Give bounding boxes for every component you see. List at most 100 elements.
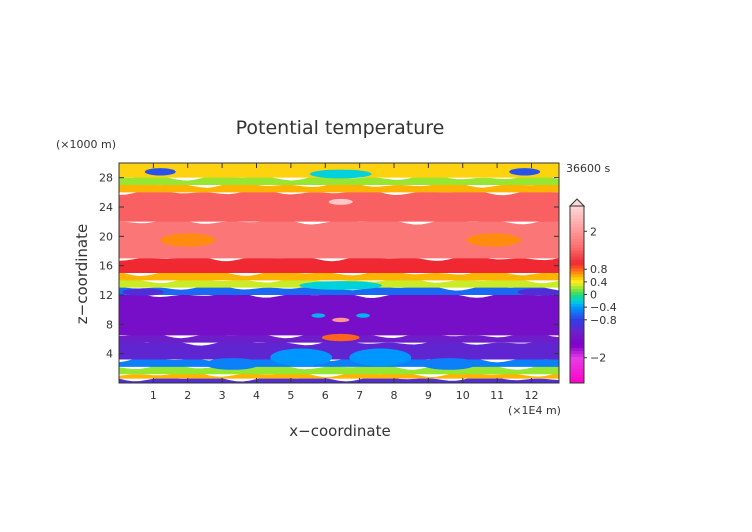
colorbar-segment [570,324,584,328]
colorbar-segment [570,282,584,287]
contour-feature [349,348,412,367]
colorbar-segment [570,365,584,369]
x-tick-label: 10 [456,389,470,402]
y-tick-label: 16 [99,260,113,273]
colorbar-segment [570,262,584,266]
colorbar-segment [570,371,584,375]
chart-title: Potential temperature [236,117,445,139]
y-tick-label: 24 [99,201,113,214]
colorbar-segment [570,350,584,354]
x-tick-label: 12 [525,389,539,402]
colorbar-label: 0.8 [590,263,608,276]
y-tick-label: 12 [99,289,113,302]
colorbar-segment [570,356,584,360]
contour-layer [119,218,559,259]
x-tick-label: 8 [391,389,398,402]
colorbar-segment [570,380,584,384]
colorbar-segment [570,244,584,248]
colorbar-segment [570,206,584,210]
colorbar-segment [570,273,584,278]
colorbar-label: −0.8 [590,314,617,327]
colorbar-label: 2 [590,225,597,238]
colorbar-segment [570,265,584,269]
contour-feature [356,313,370,318]
colorbar-segment [570,238,584,242]
colorbar-segment [570,329,584,334]
colorbar: 2 0.80.40−0.4−0.8 −2 [568,198,617,384]
colorbar-segment [570,297,584,301]
colorbar-label: 0.4 [590,276,608,289]
colorbar-segment [570,362,584,366]
time-label: 36600 s [566,162,610,175]
colorbar-segment [570,318,584,322]
x-unit-label: (×1E4 m) [508,404,561,417]
colorbar-label: 0 [590,289,597,302]
colorbar-segment [570,341,584,346]
colorbar-segment [570,256,584,260]
colorbar-label: −2 [590,352,606,365]
colorbar-segment [570,300,584,304]
contour-feature [122,288,164,296]
colorbar-segment [570,335,584,340]
colorbar-segment [570,347,584,352]
contour-feature [299,281,382,290]
x-tick-label: 2 [184,389,191,402]
contour-layer [119,189,559,222]
colorbar-segment [570,250,584,254]
colorbar-segment [570,294,584,298]
x-tick-label: 3 [219,389,226,402]
contour-feature [311,313,326,318]
contour-layer [119,270,559,281]
colorbar-segment [570,309,584,313]
colorbar-segment [570,220,584,225]
contour-feature [332,317,350,323]
plot-frame [118,162,560,384]
contour-feature [517,288,559,296]
colorbar-segment [570,223,584,228]
contour-feature [328,198,353,205]
colorbar-segment [570,276,584,281]
contour-feature [466,233,522,247]
colorbar-segment [570,267,584,272]
colorbar-segment [570,270,584,275]
colorbar-segment [570,359,584,363]
x-tick-label: 9 [425,389,432,402]
colorbar-segment [570,312,584,316]
y-axis-label: z−coordinate [73,224,91,324]
colorbar-segment [570,211,584,216]
colorbar-segment [570,241,584,245]
colorbar-segment [570,288,584,293]
contour-feature [160,233,216,247]
colorbar-segment [570,208,584,213]
y-tick-label: 28 [99,172,113,185]
colorbar-segment [570,253,584,257]
colorbar-segment [570,235,584,239]
colorbar-segment [570,321,584,325]
colorbar-segment [570,291,584,295]
colorbar-extension [568,198,586,207]
x-tick-label: 11 [490,389,504,402]
contour-layer [119,255,559,273]
colorbar-segment [570,374,584,378]
contour-feature [421,358,477,370]
colorbar-segment [570,229,584,234]
contour-feature [309,169,372,179]
contour-layer [119,375,559,383]
contour-feature [144,168,176,176]
colorbar-segment [570,247,584,251]
y-unit-label: (×1000 m) [56,138,116,151]
colorbar-segment [570,232,584,236]
colorbar-label: −0.4 [590,301,617,314]
contour-feature [204,358,260,370]
colorbar-segment [570,226,584,231]
x-tick-label: 1 [150,389,157,402]
colorbar-segment [570,344,584,349]
contour-layer [119,371,559,379]
x-axis-label: x−coordinate [289,422,390,440]
colorbar-segment [570,368,584,372]
colorbar-segment [570,279,584,284]
colorbar-segment [570,217,584,222]
colorbar-segment [570,306,584,310]
contour-feature [321,333,360,342]
